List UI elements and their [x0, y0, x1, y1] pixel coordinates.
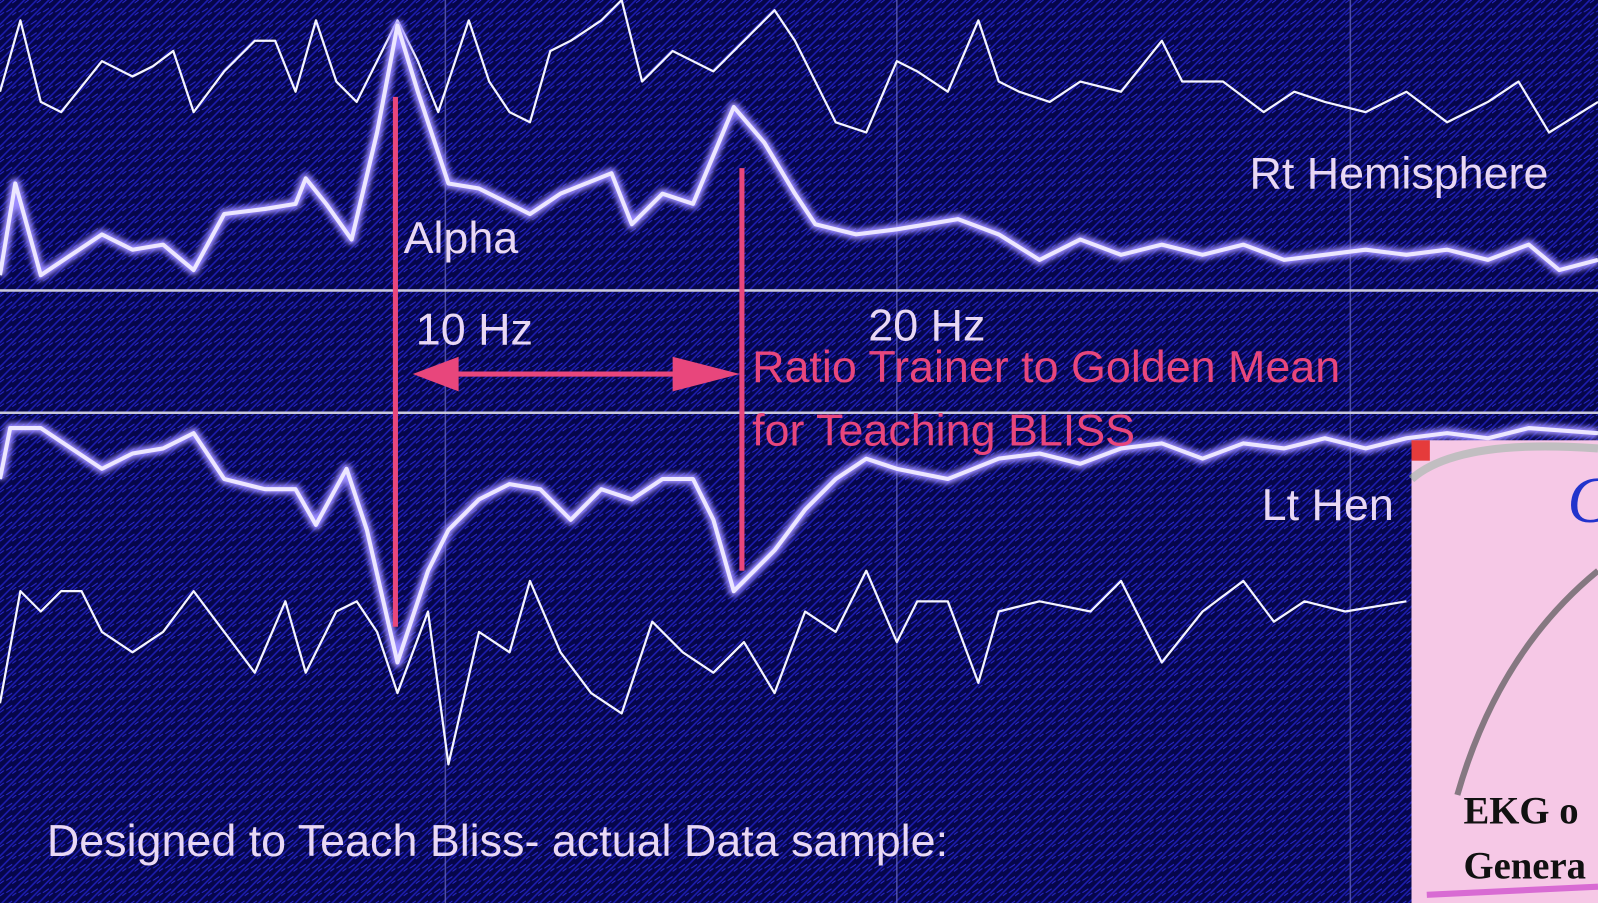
inset-text: EKG o — [1463, 790, 1578, 833]
label: 10 Hz — [416, 303, 533, 354]
label: 20 Hz — [868, 299, 985, 350]
label: Lt Hen — [1262, 479, 1394, 530]
trace-lt-filtered — [0, 426, 1598, 665]
annotation: for Teaching BLISS — [752, 404, 1135, 455]
traces — [0, 0, 1598, 766]
trace-rt-raw — [0, 0, 1598, 134]
grid — [444, 0, 1352, 903]
annotation: Ratio Trainer to Golden Mean — [752, 341, 1340, 392]
trace-lt-raw — [0, 569, 1407, 766]
label: Rt Hemisphere — [1249, 148, 1548, 199]
ratio-markers — [392, 96, 745, 627]
inset-heading: C — [1567, 465, 1598, 537]
caption: Designed to Teach Bliss- actual Data sam… — [47, 815, 948, 866]
label: Alpha — [404, 212, 519, 263]
inset-text: Genera — [1463, 845, 1586, 888]
baselines — [0, 289, 1598, 415]
inset: C EKG o Genera — [1408, 440, 1598, 903]
trace-rt-filtered — [0, 23, 1598, 278]
